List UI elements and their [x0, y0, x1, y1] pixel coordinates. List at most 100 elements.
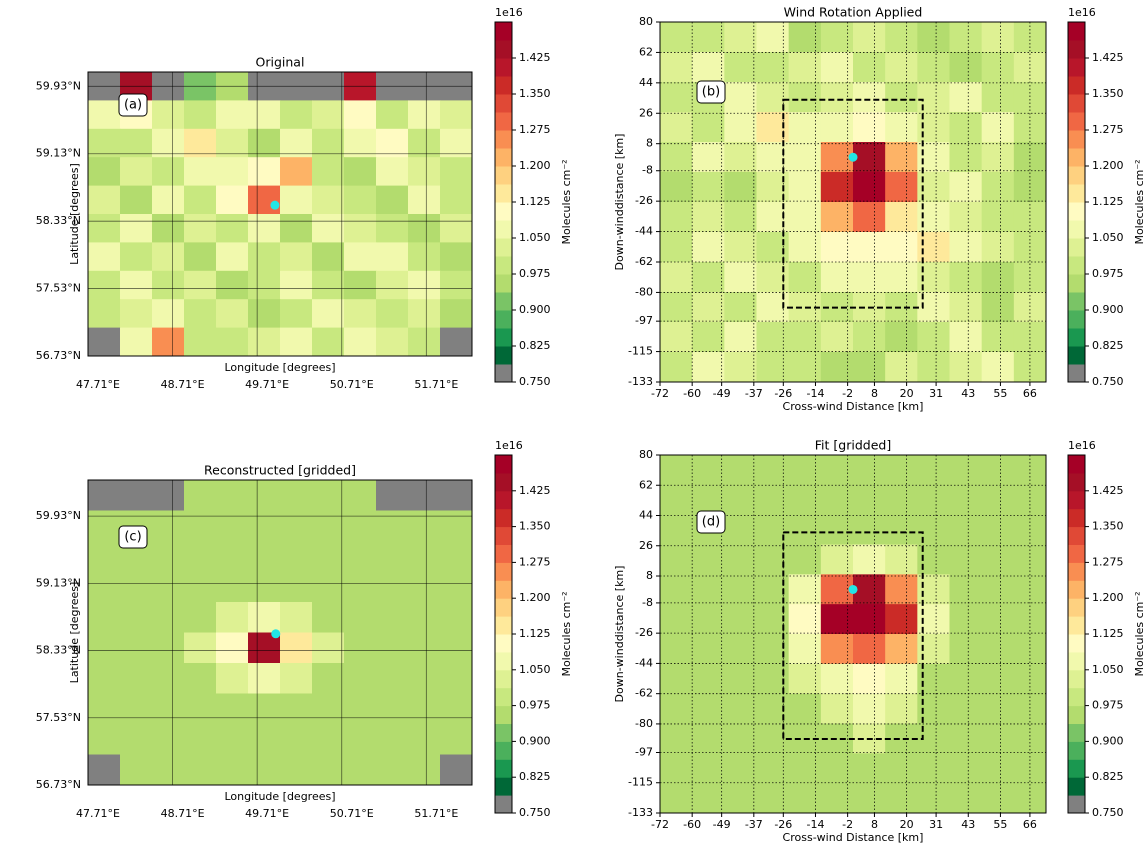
heatmap-cell — [788, 172, 822, 203]
colorbar-bin — [1068, 256, 1085, 275]
heatmap-cell — [820, 52, 854, 83]
heatmap-cell — [820, 514, 854, 545]
heatmap-cell — [660, 484, 693, 516]
colorbar-bin — [1068, 220, 1085, 239]
heatmap-cell — [660, 352, 693, 383]
heatmap-cell — [248, 693, 281, 725]
heatmap-cell — [248, 663, 281, 694]
colorbar-tick-label: 0.825 — [1092, 770, 1124, 783]
x-tick-label: -49 — [713, 387, 731, 400]
heatmap-cell — [216, 270, 249, 300]
colorbar-bin — [495, 220, 512, 239]
panel-label: (d) — [702, 515, 720, 530]
heatmap-cell — [981, 52, 1015, 83]
heatmap-cell — [981, 172, 1015, 203]
heatmap-cell — [376, 242, 409, 272]
y-tick-label: 56.73°N — [36, 778, 81, 791]
heatmap-cell — [344, 128, 377, 158]
colorbar-tick-label: 1.125 — [519, 627, 551, 640]
heatmap-cell — [376, 541, 409, 572]
colorbar-bin — [495, 184, 512, 203]
heatmap-cell — [724, 753, 757, 784]
heatmap-cell — [408, 100, 441, 130]
colorbar-tick-label: 1.050 — [519, 231, 551, 244]
colorbar-bin — [1068, 292, 1085, 311]
heatmap-cell — [949, 52, 983, 83]
colorbar-bin — [495, 346, 512, 365]
heatmap-cell — [152, 754, 185, 786]
heatmap-cell — [440, 663, 473, 694]
heatmap-cell — [885, 142, 918, 173]
heatmap-cell — [440, 571, 473, 603]
heatmap-cell — [981, 604, 1015, 635]
heatmap-cell — [885, 604, 918, 635]
heatmap-cell — [248, 724, 281, 755]
heatmap-cell — [788, 604, 822, 635]
heatmap-cell — [885, 352, 918, 383]
colorbar-bin — [1068, 202, 1085, 221]
heatmap-cell — [120, 242, 153, 272]
heatmap-cell — [216, 510, 249, 542]
x-tick-label: 48.71°E — [161, 378, 205, 391]
heatmap-cell — [408, 754, 441, 786]
heatmap-cell — [949, 292, 983, 323]
colorbar-tick-label: 1.200 — [1092, 159, 1124, 172]
colorbar-bin — [1068, 94, 1085, 113]
colorbar-bin — [495, 669, 512, 689]
heatmap-cell — [917, 22, 950, 53]
panel: 47.71°E 48.71°E 49.71°E 50.71°E 51.71°E 56.73… — [36, 6, 573, 391]
heatmap-cell — [376, 663, 409, 694]
colorbar-tick-label: 1.350 — [1092, 520, 1124, 533]
heatmap-cell — [788, 634, 822, 665]
y-tick-label: 57.53°N — [36, 282, 81, 295]
heatmap-cell — [820, 112, 854, 143]
colorbar-bin — [495, 687, 512, 707]
heatmap-cell — [724, 604, 757, 635]
heatmap-cell — [724, 783, 757, 814]
heatmap-cell — [152, 632, 185, 664]
heatmap-cell — [440, 157, 473, 187]
heatmap-cell — [376, 100, 409, 130]
heatmap-cell — [344, 242, 377, 272]
heatmap-cell — [660, 232, 693, 263]
x-tick-label: 20 — [900, 387, 914, 400]
heatmap-cell — [724, 663, 757, 695]
heatmap-cell — [981, 82, 1015, 113]
heatmap-cell — [88, 754, 121, 786]
heatmap-cell — [949, 663, 983, 695]
heatmap-cell — [376, 693, 409, 725]
heatmap-cell — [88, 214, 121, 243]
heatmap-cell — [660, 723, 693, 754]
colorbar-bin — [495, 651, 512, 671]
heatmap-cell — [184, 157, 217, 187]
heatmap-cell — [692, 455, 725, 486]
colorbar-tick-label: 1.200 — [519, 591, 551, 604]
heatmap-cell — [408, 157, 441, 187]
heatmap-cell — [376, 299, 409, 329]
heatmap-cell — [344, 510, 377, 542]
heatmap-cell — [885, 634, 918, 665]
heatmap-cell — [724, 262, 757, 293]
heatmap-cell — [885, 22, 918, 53]
heatmap-cell — [981, 352, 1015, 383]
x-tick-label: 43 — [961, 387, 975, 400]
heatmap-cell — [981, 783, 1015, 814]
heatmap-cell — [216, 571, 249, 603]
heatmap-cell — [408, 299, 441, 329]
colorbar-bin — [495, 364, 512, 383]
heatmap-cell — [660, 693, 693, 724]
heatmap-cell — [312, 571, 345, 603]
heatmap-cell — [692, 112, 725, 143]
heatmap-cell — [949, 172, 983, 203]
heatmap-cell — [724, 202, 757, 233]
heatmap-cell — [376, 214, 409, 243]
heatmap-cell — [248, 480, 281, 511]
x-tick-label: -60 — [683, 818, 701, 831]
heatmap-cell — [280, 214, 313, 243]
heatmap-cell — [248, 100, 281, 130]
colorbar-tick-label: 1.275 — [1092, 123, 1124, 136]
panel: -72 -60 -49 -37 -26 -14 -2 8 20 31 43 55 66 80 62 44 26 8… — [613, 438, 1146, 845]
colorbar-bin — [495, 526, 512, 545]
heatmap-cell — [885, 663, 918, 695]
heatmap-cell — [660, 112, 693, 143]
